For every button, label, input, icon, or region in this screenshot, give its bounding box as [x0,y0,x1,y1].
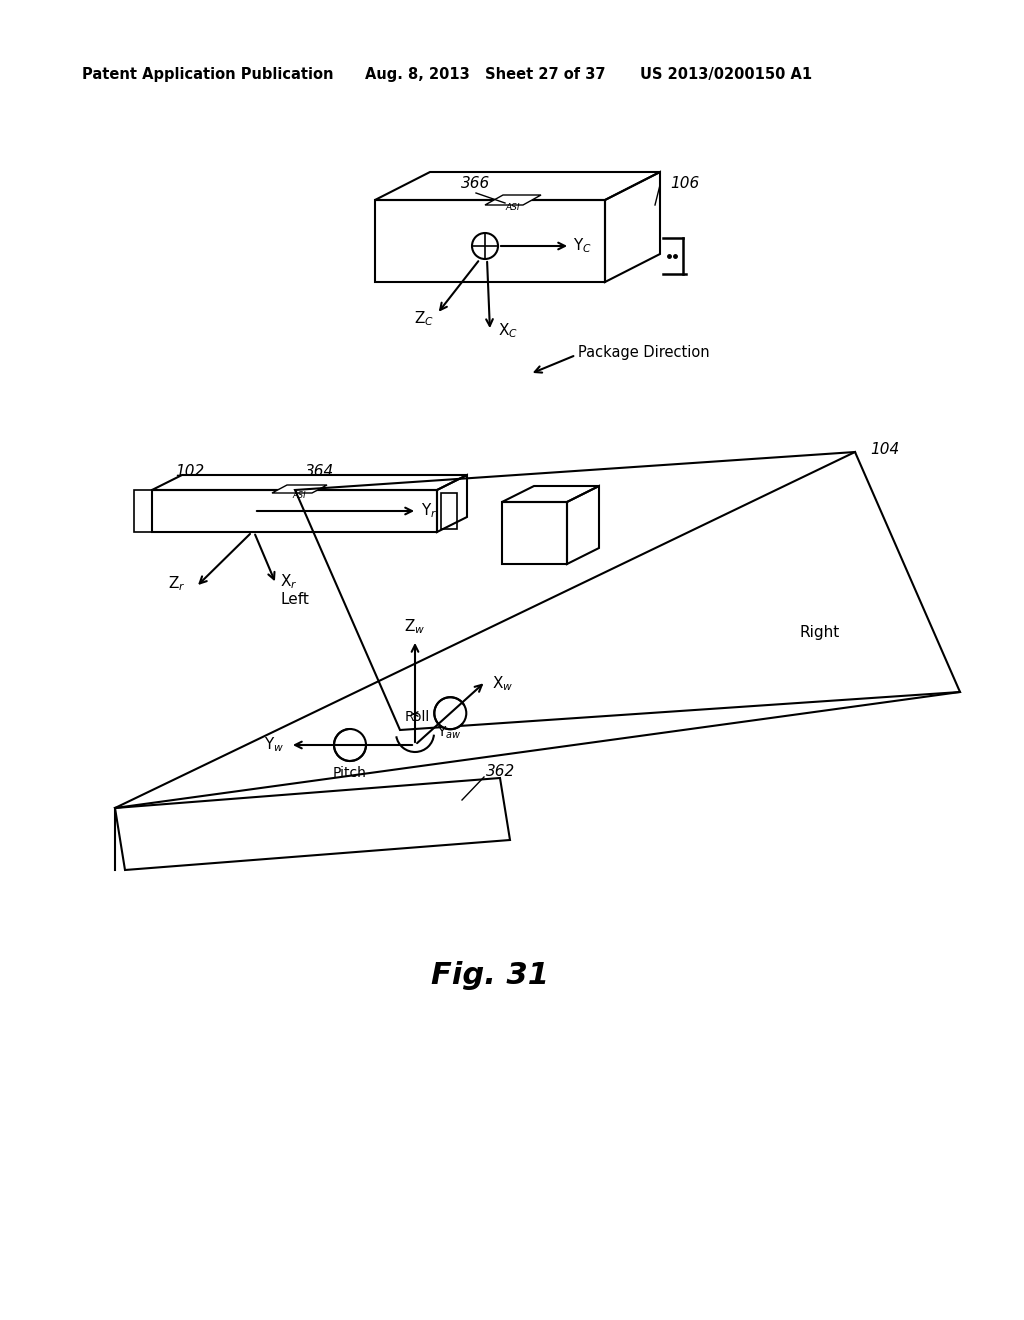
Text: US 2013/0200150 A1: US 2013/0200150 A1 [640,67,812,82]
Text: 366: 366 [462,176,490,190]
Text: 364: 364 [305,465,334,479]
Circle shape [434,697,466,729]
Text: Left: Left [280,593,309,607]
Text: 362: 362 [486,764,515,780]
Text: Roll: Roll [406,710,430,725]
Text: Y$_{aw}$: Y$_{aw}$ [437,725,462,742]
Text: X$_w$: X$_w$ [492,675,513,693]
Polygon shape [272,484,327,492]
Text: ASI: ASI [292,491,306,499]
Text: X$_C$: X$_C$ [498,322,518,341]
Text: Z$_C$: Z$_C$ [414,310,434,329]
Text: X$_r$: X$_r$ [280,573,298,591]
Text: Right: Right [800,624,840,639]
Text: Aug. 8, 2013   Sheet 27 of 37: Aug. 8, 2013 Sheet 27 of 37 [365,67,605,82]
Text: Patent Application Publication: Patent Application Publication [82,67,334,82]
Text: Fig. 31: Fig. 31 [431,961,549,990]
Text: Y$_w$: Y$_w$ [264,735,284,754]
Text: Z$_r$: Z$_r$ [169,574,186,594]
Circle shape [472,234,498,259]
Polygon shape [485,195,541,205]
Text: Pitch: Pitch [333,766,367,780]
Text: 104: 104 [870,442,899,458]
Text: Package Direction: Package Direction [578,345,710,359]
Text: Z$_w$: Z$_w$ [404,618,426,636]
Text: 102: 102 [175,465,204,479]
Text: Y$_r$: Y$_r$ [421,502,437,520]
Text: Y$_C$: Y$_C$ [573,236,592,255]
Text: 106: 106 [670,176,699,190]
Circle shape [334,729,366,762]
Text: ASI: ASI [506,202,520,211]
